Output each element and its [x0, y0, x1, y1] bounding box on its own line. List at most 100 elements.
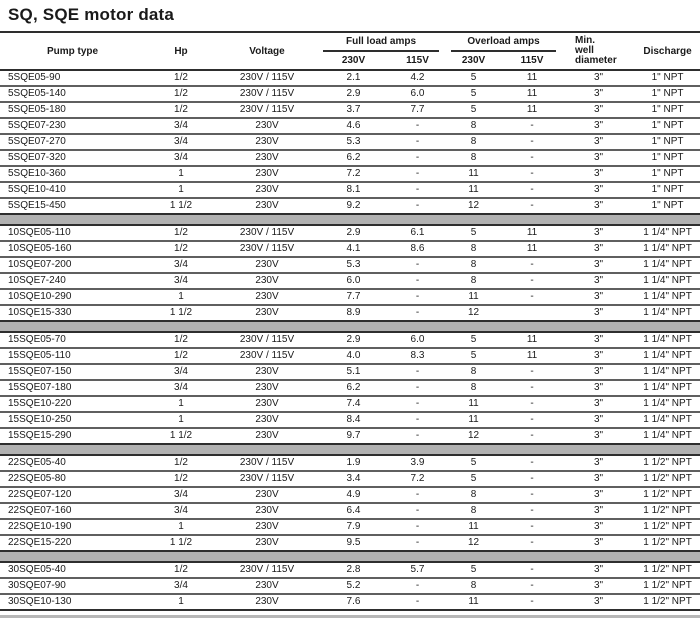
cell-hp: 1/2: [145, 454, 217, 471]
cell-hp: 1: [145, 395, 217, 412]
cell-min-well-diameter: 3": [562, 149, 636, 166]
group-separator-bar: [0, 320, 700, 333]
cell-hp: 1: [145, 593, 217, 610]
header-min-well-diameter: Min. well diameter: [562, 32, 636, 71]
cell-full-load-115v: -: [390, 117, 446, 134]
cell-discharge: 1 1/4" NPT: [635, 347, 700, 364]
header-pump-type: Pump type: [0, 32, 145, 71]
cell-full-load-230v: 2.9: [317, 224, 390, 241]
table-row: 15SQE05-70 1/2 230V / 115V 2.9 6.0 5 11 3" 1 1/4…: [0, 331, 700, 348]
cell-pump-type: 30SQE10-130: [0, 593, 145, 610]
table-row: 15SQE07-150 3/4 230V 5.1-8-3" 1 1/4" NPT: [0, 363, 700, 380]
cell-hp: 1 1/2: [145, 534, 217, 551]
cell-overload-230v: 8: [445, 256, 503, 273]
cell-voltage: 230V / 115V: [217, 454, 317, 471]
table-row: 22SQE07-160 3/4 230V 6.4-8-3" 1 1/2" NPT: [0, 502, 700, 519]
cell-pump-type: 22SQE05-40: [0, 454, 145, 471]
table-row: 30SQE05-40 1/2 230V / 115V 2.8 5.7 5-3" 1 1/2"…: [0, 561, 700, 578]
cell-hp: 1: [145, 411, 217, 428]
cell-pump-type: 30SQE07-90: [0, 577, 145, 594]
cell-full-load-230v: 4.0: [317, 347, 390, 364]
cell-overload-230v: 8: [445, 149, 503, 166]
cell-hp: 1/2: [145, 331, 217, 348]
cell-full-load-115v: -: [390, 363, 446, 380]
cell-discharge: 1" NPT: [635, 101, 700, 118]
cell-pump-type: 15SQE05-70: [0, 331, 145, 348]
cell-voltage: 230V: [217, 411, 317, 428]
cell-discharge: 1 1/2" NPT: [635, 518, 700, 535]
table-body: 5SQE05-90 1/2 230V / 115V 2.1 4.2 5 11 3" 1" NPT…: [0, 69, 700, 610]
cell-full-load-230v: 9.2: [317, 197, 390, 214]
cell-discharge: 1 1/4" NPT: [635, 224, 700, 241]
cell-overload-230v: 5: [445, 454, 503, 471]
cell-full-load-230v: 7.6: [317, 593, 390, 610]
cell-hp: 1: [145, 181, 217, 198]
cell-discharge: 1 1/2" NPT: [635, 534, 700, 551]
cell-overload-115v: -: [502, 379, 563, 396]
group-separator: [0, 320, 700, 333]
cell-overload-115v: -: [502, 272, 563, 289]
cell-hp: 1 1/2: [145, 427, 217, 444]
cell-overload-115v: -: [502, 149, 563, 166]
cell-voltage: 230V: [217, 486, 317, 503]
cell-full-load-115v: -: [390, 427, 446, 444]
table-row: 10SQE05-160 1/2 230V / 115V 4.1 8.6 8 11 3" 1 1/…: [0, 240, 700, 257]
cell-voltage: 230V / 115V: [217, 85, 317, 102]
cell-full-load-230v: 5.3: [317, 133, 390, 150]
cell-min-well-diameter: 3": [562, 577, 636, 594]
cell-voltage: 230V / 115V: [217, 347, 317, 364]
cell-min-well-diameter: 3": [562, 272, 636, 289]
cell-full-load-115v: -: [390, 288, 446, 305]
cell-voltage: 230V: [217, 379, 317, 396]
cell-min-well-diameter: 3": [562, 561, 636, 578]
cell-pump-type: 10SQE7-240: [0, 272, 145, 289]
cell-hp: 1: [145, 165, 217, 182]
table-row: 22SQE07-120 3/4 230V 4.9-8-3" 1 1/2" NPT: [0, 486, 700, 503]
cell-overload-115v: -: [502, 133, 563, 150]
cell-overload-115v: -: [502, 561, 563, 578]
cell-full-load-230v: 4.6: [317, 117, 390, 134]
cell-voltage: 230V: [217, 117, 317, 134]
cell-full-load-230v: 7.2: [317, 165, 390, 182]
table-row: 5SQE15-450 1 1/2 230V 9.2-12-3" 1" NPT: [0, 197, 700, 214]
cell-pump-type: 5SQE05-90: [0, 69, 145, 86]
cell-overload-230v: 11: [445, 288, 503, 305]
cell-overload-115v: -: [502, 454, 563, 471]
group-separator: [0, 213, 700, 226]
cell-full-load-115v: -: [390, 534, 446, 551]
cell-overload-230v: 12: [445, 534, 503, 551]
cell-hp: 3/4: [145, 133, 217, 150]
cell-voltage: 230V: [217, 256, 317, 273]
cell-overload-115v: -: [502, 593, 563, 610]
cell-voltage: 230V: [217, 502, 317, 519]
cell-voltage: 230V: [217, 133, 317, 150]
cell-discharge: 1 1/2" NPT: [635, 454, 700, 471]
cell-min-well-diameter: 3": [562, 256, 636, 273]
overload-amps-label: Overload amps: [451, 33, 557, 52]
cell-full-load-230v: 9.7: [317, 427, 390, 444]
header-overload-115v: 115V: [502, 52, 563, 71]
cell-full-load-115v: 7.7: [390, 101, 446, 118]
cell-hp: 3/4: [145, 502, 217, 519]
cell-full-load-230v: 4.1: [317, 240, 390, 257]
cell-overload-115v: -: [502, 411, 563, 428]
cell-pump-type: 22SQE05-80: [0, 470, 145, 487]
cell-overload-230v: 5: [445, 347, 503, 364]
cell-full-load-230v: 2.9: [317, 331, 390, 348]
cell-overload-115v: -: [502, 165, 563, 182]
cell-voltage: 230V: [217, 577, 317, 594]
cell-overload-115v: -: [502, 470, 563, 487]
group-separator-bar: [0, 213, 700, 226]
cell-overload-230v: 5: [445, 69, 503, 86]
cell-discharge: 1" NPT: [635, 149, 700, 166]
cell-hp: 1: [145, 288, 217, 305]
cell-overload-115v: -: [502, 518, 563, 535]
cell-voltage: 230V / 115V: [217, 101, 317, 118]
cell-min-well-diameter: 3": [562, 181, 636, 198]
cell-overload-230v: 11: [445, 593, 503, 610]
cell-overload-230v: 8: [445, 486, 503, 503]
cell-pump-type: 5SQE07-270: [0, 133, 145, 150]
cell-overload-115v: 11: [502, 224, 563, 241]
cell-min-well-diameter: 3": [562, 304, 636, 321]
cell-hp: 3/4: [145, 577, 217, 594]
